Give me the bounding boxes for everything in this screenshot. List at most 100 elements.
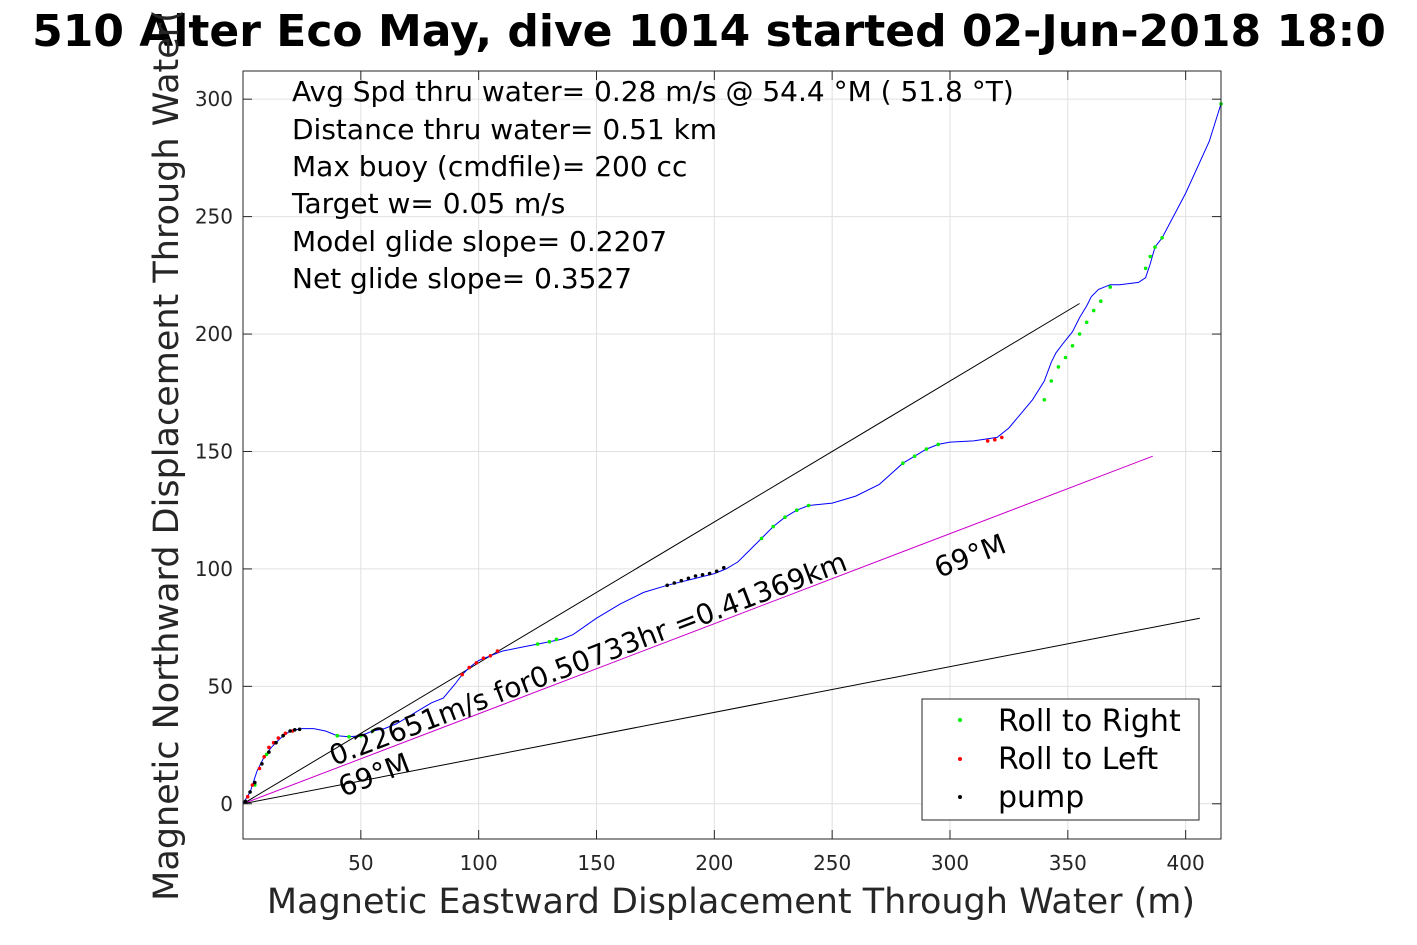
roll-right-point (1091, 308, 1096, 313)
y-tick-label: 150 (195, 439, 233, 463)
roll-right-point (1042, 398, 1047, 402)
roll-right-point (1099, 299, 1103, 304)
x-tick-label: 350 (1049, 851, 1087, 875)
pump-point (686, 576, 691, 581)
x-tick-label: 300 (931, 851, 969, 875)
x-tick-label: 150 (577, 851, 615, 875)
legend-marker-pump (958, 795, 962, 799)
pump-point (281, 733, 285, 738)
pump-point (248, 790, 252, 794)
pump-point (693, 574, 698, 578)
plot-frame (242, 70, 1222, 840)
roll-left-point (495, 649, 500, 653)
legend: Roll to Right Roll to Left pump (921, 698, 1200, 821)
roll-left-point (460, 672, 465, 677)
roll-left-point (481, 656, 486, 660)
roll-left-point (250, 783, 255, 787)
x-tick-label: 250 (813, 851, 851, 875)
x-axis-ticks: 50 100 150 200 250 300 350 400 (348, 71, 1205, 875)
stat-model-glide-slope: Model glide slope= 0.2207 (292, 225, 667, 258)
legend-label-roll-left: Roll to Left (998, 742, 1158, 777)
x-tick-label: 400 (1167, 851, 1205, 875)
roll-right-point (1063, 355, 1068, 360)
legend-label-roll-right: Roll to Right (998, 704, 1181, 739)
roll-right-point (901, 461, 905, 466)
roll-right-point (936, 442, 940, 447)
roll-right-point (1143, 266, 1148, 271)
roll-right-point (783, 515, 787, 519)
net-vector-line (242, 303, 1080, 805)
pump-point (288, 729, 292, 733)
x-tick-label: 50 (348, 851, 373, 875)
roll-right-point (912, 454, 917, 459)
chart-title: 510 Alter Eco May, dive 1014 started 02-… (32, 6, 1386, 57)
pump-point (672, 581, 677, 585)
pump-point (707, 571, 712, 576)
stats-text-block: Avg Spd thru water= 0.28 m/s @ 54.4 °M (… (291, 75, 1014, 295)
roll-right-point (370, 729, 375, 733)
marker-points (243, 102, 1223, 804)
y-tick-label: 250 (195, 205, 233, 229)
y-axis-label: Magnetic Northward Displacement Through … (147, 9, 187, 901)
legend-box (921, 698, 1200, 821)
roll-right-point (1160, 236, 1164, 240)
pump-point (260, 762, 264, 766)
roll-right-point (1153, 245, 1157, 249)
pump-point (297, 727, 302, 732)
roll-left-point (474, 661, 479, 665)
roll-right-point (335, 733, 340, 738)
roll-right-point (1148, 254, 1153, 259)
heading-line (242, 455, 1153, 805)
pump-point (700, 573, 705, 577)
roll-right-point (1084, 320, 1089, 325)
glide-slope-line (242, 617, 1200, 805)
legend-label-pump: pump (998, 780, 1084, 815)
y-axis-ticks: 0 50 100 150 200 250 300 (195, 87, 1221, 816)
roll-left-point (985, 439, 990, 443)
roll-left-point (276, 736, 281, 740)
y-tick-label: 300 (195, 87, 233, 111)
roll-left-point (267, 745, 271, 750)
roll-right-point (806, 503, 811, 508)
roll-left-point (257, 766, 262, 771)
roll-right-point (347, 735, 351, 739)
roll-right-point (547, 639, 552, 644)
pump-point (679, 578, 684, 583)
roll-right-point (554, 637, 559, 642)
roll-left-point (488, 654, 493, 658)
pump-point (267, 750, 271, 754)
pump-point (274, 740, 278, 745)
roll-left-point (467, 665, 472, 670)
x-tick-label: 200 (695, 851, 733, 875)
y-tick-label: 50 (208, 674, 233, 698)
pump-point (293, 728, 297, 732)
pump-point (243, 799, 248, 804)
y-tick-label: 100 (195, 557, 233, 581)
pump-point (722, 565, 726, 570)
roll-right-point (1056, 365, 1061, 369)
y-tick-label: 200 (195, 322, 233, 346)
roll-right-point (359, 733, 363, 738)
roll-right-point (1077, 332, 1082, 336)
stat-target-w: Target w= 0.05 m/s (291, 187, 565, 220)
roll-right-point (771, 524, 775, 529)
roll-right-point (1049, 379, 1054, 383)
pump-point (665, 583, 669, 588)
stat-net-glide-slope: Net glide slope= 0.3527 (292, 262, 632, 295)
roll-right-point (264, 752, 269, 757)
stat-distance: Distance thru water= 0.51 km (292, 113, 717, 146)
reference-lines (242, 303, 1200, 805)
x-tick-label: 100 (460, 851, 498, 875)
roll-right-point (1070, 344, 1075, 348)
pump-point (253, 780, 257, 785)
stat-max-buoy: Max buoy (cmdfile)= 200 cc (292, 150, 687, 183)
y-tick-label: 0 (220, 792, 233, 816)
track-layer (242, 103, 1222, 805)
roll-right-point (795, 508, 799, 512)
roll-right-point (535, 642, 540, 646)
stat-avg-speed: Avg Spd thru water= 0.28 m/s @ 54.4 °M (… (292, 75, 1014, 108)
roll-left-point (262, 755, 267, 759)
legend-marker-roll-left (958, 757, 962, 761)
legend-marker-roll-right (958, 718, 962, 722)
